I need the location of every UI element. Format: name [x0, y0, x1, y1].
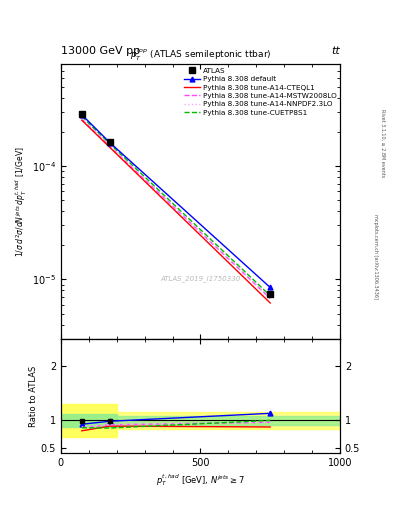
Legend: ATLAS, Pythia 8.308 default, Pythia 8.308 tune-A14-CTEQL1, Pythia 8.308 tune-A14: ATLAS, Pythia 8.308 default, Pythia 8.30… — [182, 66, 338, 117]
Y-axis label: Ratio to ATLAS: Ratio to ATLAS — [29, 365, 38, 426]
Title: $p_T^{top}$ (ATLAS semileptonic ttbar): $p_T^{top}$ (ATLAS semileptonic ttbar) — [130, 47, 271, 63]
Text: Rivet 3.1.10, ≥ 2.8M events: Rivet 3.1.10, ≥ 2.8M events — [381, 109, 386, 178]
X-axis label: $p_T^{t,had}$ [GeV], $N^{jets} \geq 7$: $p_T^{t,had}$ [GeV], $N^{jets} \geq 7$ — [156, 472, 245, 488]
Text: ATLAS_2019_I1750330: ATLAS_2019_I1750330 — [160, 275, 241, 282]
Text: tt: tt — [331, 46, 340, 56]
Y-axis label: $1/\sigma\, d^2\sigma / d N^{jets}\, d p_T^{t,had}$ [1/GeV]: $1/\sigma\, d^2\sigma / d N^{jets}\, d p… — [14, 146, 29, 257]
Text: 13000 GeV pp: 13000 GeV pp — [61, 46, 140, 56]
Text: mcplots.cern.ch [arXiv:1306.3436]: mcplots.cern.ch [arXiv:1306.3436] — [373, 214, 378, 298]
